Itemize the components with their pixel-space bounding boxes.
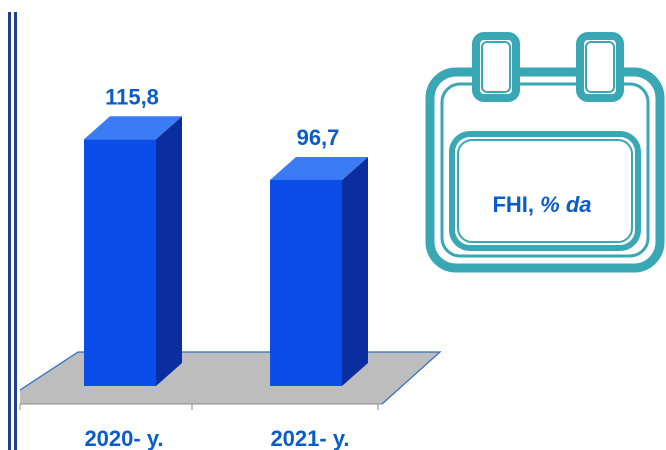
calendar-ring-right bbox=[576, 32, 624, 102]
bar-0 bbox=[84, 139, 156, 386]
fhi-unit: % da bbox=[540, 192, 592, 217]
calendar-icon bbox=[425, 32, 665, 273]
bar-side-0 bbox=[156, 116, 182, 386]
category-label-1: 2021- y. bbox=[270, 426, 349, 450]
category-label-0: 2020- y. bbox=[84, 426, 163, 450]
bar-side-1 bbox=[342, 156, 368, 386]
bar-chart: 115,8 2020- y. 96,7 2021- y. bbox=[19, 84, 442, 450]
fhi-title: FHI, bbox=[492, 192, 535, 217]
left-border-rule bbox=[8, 12, 17, 450]
chart-floor bbox=[20, 352, 440, 404]
data-label-0: 115,8 bbox=[105, 84, 159, 109]
calendar-frame bbox=[425, 32, 665, 273]
calendar-ring-left bbox=[472, 32, 520, 102]
bar-top-0 bbox=[84, 116, 182, 140]
fhi-label: FHI, % da bbox=[438, 192, 646, 218]
rule-line-2 bbox=[14, 12, 17, 450]
bar-top-1 bbox=[270, 156, 368, 180]
data-label-1: 96,7 bbox=[297, 125, 340, 150]
chart-floor-edge bbox=[19, 351, 442, 405]
bar-1 bbox=[270, 179, 342, 386]
rule-line-1 bbox=[8, 12, 11, 450]
